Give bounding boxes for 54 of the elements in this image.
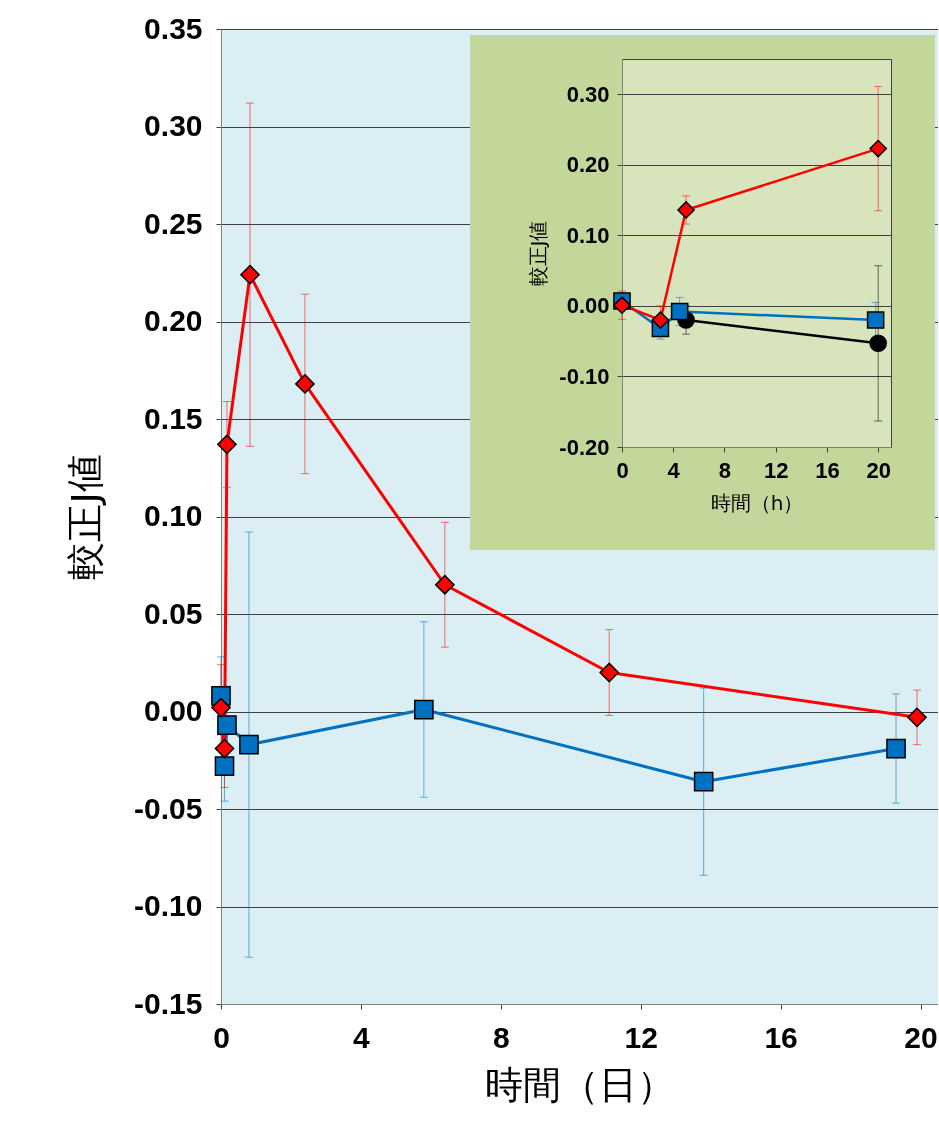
y-tick-label: -0.15 — [134, 986, 203, 1020]
x-tick-label: 20 — [904, 1020, 938, 1054]
x-tick-label: 12 — [763, 457, 789, 483]
point — [214, 756, 235, 776]
y-tick-label: 0.05 — [144, 596, 203, 630]
point — [866, 311, 885, 329]
point — [599, 662, 620, 683]
x-tick-label: 12 — [624, 1020, 658, 1054]
point — [239, 734, 259, 755]
point — [677, 201, 695, 219]
point — [414, 699, 434, 720]
point — [670, 302, 689, 321]
x-tick-label: 4 — [353, 1020, 371, 1054]
point — [211, 697, 231, 718]
y-axis-title: 較正J値 — [526, 220, 551, 287]
y-tick-label: 0.20 — [566, 152, 610, 178]
point — [240, 264, 260, 285]
point — [217, 434, 237, 455]
point — [651, 311, 670, 329]
point — [217, 715, 237, 735]
y-tick-label: 0.25 — [144, 206, 203, 240]
point — [435, 574, 455, 595]
y-tick-label: 0.10 — [144, 499, 203, 532]
x-axis-title: 時間（日） — [485, 1062, 675, 1107]
x-tick-label: 8 — [718, 457, 732, 483]
y-tick-label: -0.05 — [134, 791, 203, 825]
point — [869, 334, 887, 353]
x-tick-label: 8 — [492, 1020, 510, 1054]
y-tick-label: 0.30 — [144, 109, 203, 142]
point — [613, 296, 631, 315]
y-tick-label: 0.20 — [144, 304, 203, 337]
x-tick-label: 20 — [866, 457, 891, 483]
point — [869, 139, 887, 158]
x-tick-label: 0 — [213, 1020, 230, 1054]
y-tick-label: 0.15 — [144, 401, 203, 435]
point — [886, 738, 906, 759]
y-tick-label: 0.00 — [566, 293, 610, 319]
point — [693, 771, 714, 792]
point — [295, 374, 315, 394]
y-tick-label: 0.00 — [144, 694, 203, 727]
y-tick-label: -0.10 — [134, 889, 203, 922]
x-axis-title: 時間（h） — [710, 490, 804, 515]
x-tick-label: 16 — [815, 457, 840, 483]
y-axis-title: 較正J値 — [63, 454, 108, 580]
x-tick-label: 0 — [616, 457, 629, 483]
point — [214, 738, 235, 759]
y-tick-label: 0.10 — [566, 222, 610, 248]
x-tick-label: 4 — [667, 457, 681, 483]
y-tick-label: 0.35 — [144, 11, 203, 45]
x-tick-label: 16 — [764, 1020, 798, 1054]
y-tick-label: 0.30 — [566, 81, 610, 107]
point — [907, 707, 927, 728]
y-tick-label: -0.10 — [559, 363, 610, 389]
y-tick-label: -0.20 — [559, 434, 610, 460]
